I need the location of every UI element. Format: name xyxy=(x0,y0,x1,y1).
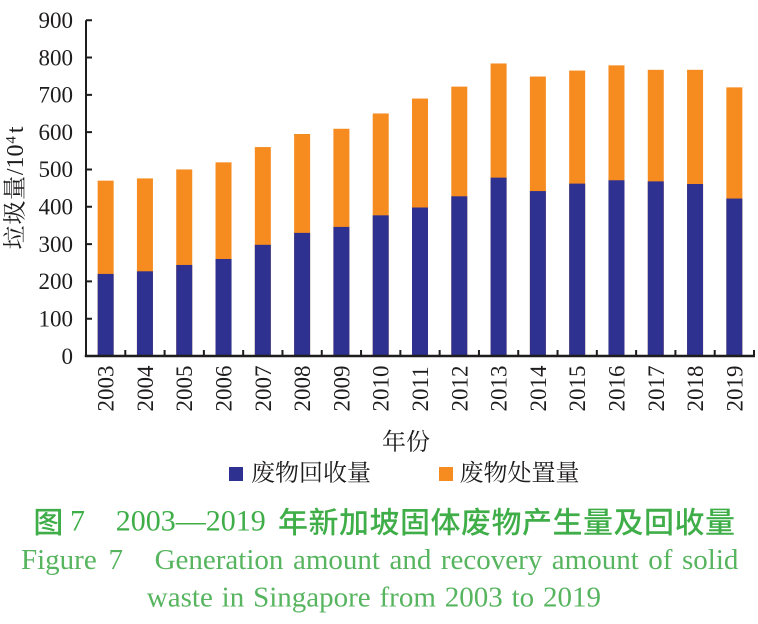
svg-text:Figure 7: Figure 7 xyxy=(21,544,123,576)
svg-text:2018: 2018 xyxy=(683,366,708,412)
svg-text:700: 700 xyxy=(39,83,74,108)
svg-text:2019: 2019 xyxy=(722,366,747,412)
svg-text:0: 0 xyxy=(62,344,74,369)
svg-text:2017: 2017 xyxy=(644,366,669,412)
svg-text:100: 100 xyxy=(39,306,74,331)
svg-text:Generation amount and recovery: Generation amount and recovery amount of… xyxy=(155,544,739,576)
svg-text:2007: 2007 xyxy=(251,366,276,412)
svg-text:2011: 2011 xyxy=(408,366,433,411)
svg-text:/10: /10 xyxy=(3,144,29,175)
svg-text:2008: 2008 xyxy=(290,366,315,412)
svg-text:300: 300 xyxy=(39,232,74,257)
svg-text:500: 500 xyxy=(39,157,74,182)
svg-text:2013: 2013 xyxy=(487,366,512,412)
svg-text:2010: 2010 xyxy=(369,366,394,412)
svg-text:2012: 2012 xyxy=(447,366,472,412)
svg-text:800: 800 xyxy=(39,45,74,70)
svg-text:400: 400 xyxy=(39,195,74,220)
svg-text:600: 600 xyxy=(39,120,74,145)
svg-text:t: t xyxy=(3,126,29,133)
svg-text:waste in Singapore from 2003 t: waste in Singapore from 2003 to 2019 xyxy=(147,582,601,614)
svg-text:2009: 2009 xyxy=(329,366,354,412)
svg-text:900: 900 xyxy=(39,8,74,33)
svg-text:7: 7 xyxy=(70,505,85,538)
svg-text:2003: 2003 xyxy=(94,366,119,412)
svg-text:2016: 2016 xyxy=(604,366,629,412)
svg-text:4: 4 xyxy=(4,136,20,144)
svg-text:200: 200 xyxy=(39,269,74,294)
svg-text:2005: 2005 xyxy=(172,366,197,412)
svg-text:2003—2019: 2003—2019 xyxy=(116,505,266,538)
svg-text:2015: 2015 xyxy=(565,366,590,412)
svg-text:2004: 2004 xyxy=(133,365,158,412)
svg-text:2006: 2006 xyxy=(212,366,237,412)
svg-text:2014: 2014 xyxy=(526,365,551,412)
